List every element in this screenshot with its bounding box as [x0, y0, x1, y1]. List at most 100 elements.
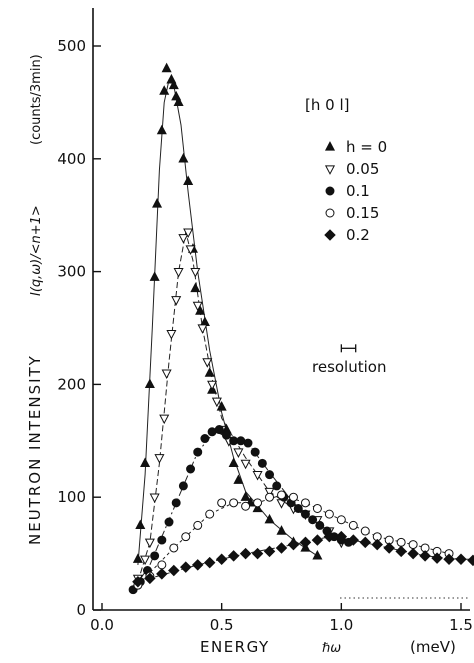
x-tick-label: 0.5	[210, 616, 234, 634]
y-tick-label: 500	[57, 37, 86, 55]
data-point	[183, 175, 194, 186]
legend-label: 0.2	[346, 226, 370, 244]
x-axis-label: ENERGY	[200, 638, 270, 656]
data-point	[252, 502, 263, 513]
x-tick-label: 1.0	[329, 616, 353, 634]
data-point	[149, 271, 160, 281]
data-point	[178, 234, 189, 244]
data-point	[173, 96, 184, 107]
axis-ticks: 0.0 0.5 1.0 1.5 0 100 200 300 400 500	[57, 37, 473, 634]
data-point	[132, 553, 143, 563]
legend-marker	[324, 141, 336, 151]
data-point	[408, 540, 418, 550]
fit-curve-1	[137, 78, 318, 565]
data-point	[253, 498, 263, 508]
data-point	[221, 430, 231, 440]
x-axis-symbol: ℏω	[322, 641, 341, 656]
data-point	[207, 380, 218, 391]
data-point	[214, 425, 224, 435]
data-point	[335, 530, 348, 543]
y-tick-label: 300	[57, 263, 86, 281]
data-point	[233, 474, 244, 484]
data-point	[308, 515, 318, 525]
data-point	[171, 296, 182, 306]
data-point	[443, 553, 455, 565]
data-point	[288, 492, 298, 502]
data-point	[186, 464, 196, 474]
data-point	[275, 542, 288, 554]
data-point	[135, 519, 146, 530]
data-point	[190, 267, 201, 278]
series-2	[132, 228, 347, 585]
data-point	[217, 498, 227, 508]
data-point	[312, 549, 323, 560]
legend-label: 0.15	[346, 204, 379, 222]
data-point	[183, 228, 194, 239]
data-point	[371, 538, 383, 551]
y-tick-label: 100	[57, 488, 86, 506]
data-point	[243, 438, 253, 448]
data-point	[193, 447, 203, 457]
data-point	[348, 520, 358, 530]
y-tick-label: 200	[57, 375, 86, 393]
data-point	[166, 329, 177, 340]
legend-marker	[325, 208, 335, 218]
data-point	[227, 550, 240, 562]
data-point	[144, 378, 155, 389]
series-5	[132, 530, 474, 588]
data-point	[407, 547, 419, 560]
data-point	[272, 481, 282, 491]
data-point	[323, 530, 336, 543]
data-point	[293, 503, 303, 513]
data-point	[419, 550, 431, 562]
data-point	[251, 547, 264, 560]
data-point	[455, 553, 467, 565]
x-axis-unit: (meV)	[410, 638, 456, 656]
data-point	[360, 526, 370, 536]
data-point	[150, 551, 160, 561]
series-1	[132, 62, 323, 563]
data-point	[239, 547, 252, 560]
legend-marker	[324, 165, 336, 175]
series-3	[128, 425, 354, 595]
data-point	[205, 509, 215, 519]
data-point	[300, 498, 310, 508]
legend-marker	[324, 229, 336, 241]
legend-header: [h 0 l]	[305, 96, 349, 114]
data-point	[156, 568, 168, 580]
data-point	[241, 501, 251, 511]
data-point	[211, 397, 222, 408]
data-point	[240, 491, 251, 501]
data-point	[276, 525, 287, 535]
data-point	[180, 561, 192, 573]
data-point	[312, 503, 322, 513]
data-point	[229, 498, 239, 508]
legend-label: 0.1	[346, 182, 370, 200]
data-point	[149, 493, 160, 504]
data-point	[228, 457, 239, 468]
data-point	[264, 513, 275, 524]
data-point	[263, 545, 276, 558]
data-point	[192, 301, 203, 312]
y-axis-unit: (counts/3min)	[29, 54, 44, 145]
data-point	[181, 532, 191, 542]
data-point	[161, 369, 172, 380]
data-point	[257, 458, 267, 468]
data-point	[157, 560, 167, 570]
data-point	[197, 324, 208, 334]
data-point	[324, 509, 334, 519]
data-point	[190, 282, 201, 293]
resolution-label: resolution	[312, 358, 386, 376]
data-point	[159, 85, 170, 95]
legend: [h 0 l] h = 0 0.05 0.1 0.15 0.2	[305, 96, 387, 244]
data-point	[287, 538, 300, 551]
data-point	[215, 553, 228, 565]
data-point	[204, 367, 215, 377]
data-point	[185, 245, 196, 255]
data-point	[140, 555, 151, 566]
data-point	[173, 267, 184, 278]
data-point	[383, 542, 395, 554]
data-point	[396, 537, 406, 547]
y-tick-label: 400	[57, 150, 86, 168]
data-point	[200, 434, 210, 444]
